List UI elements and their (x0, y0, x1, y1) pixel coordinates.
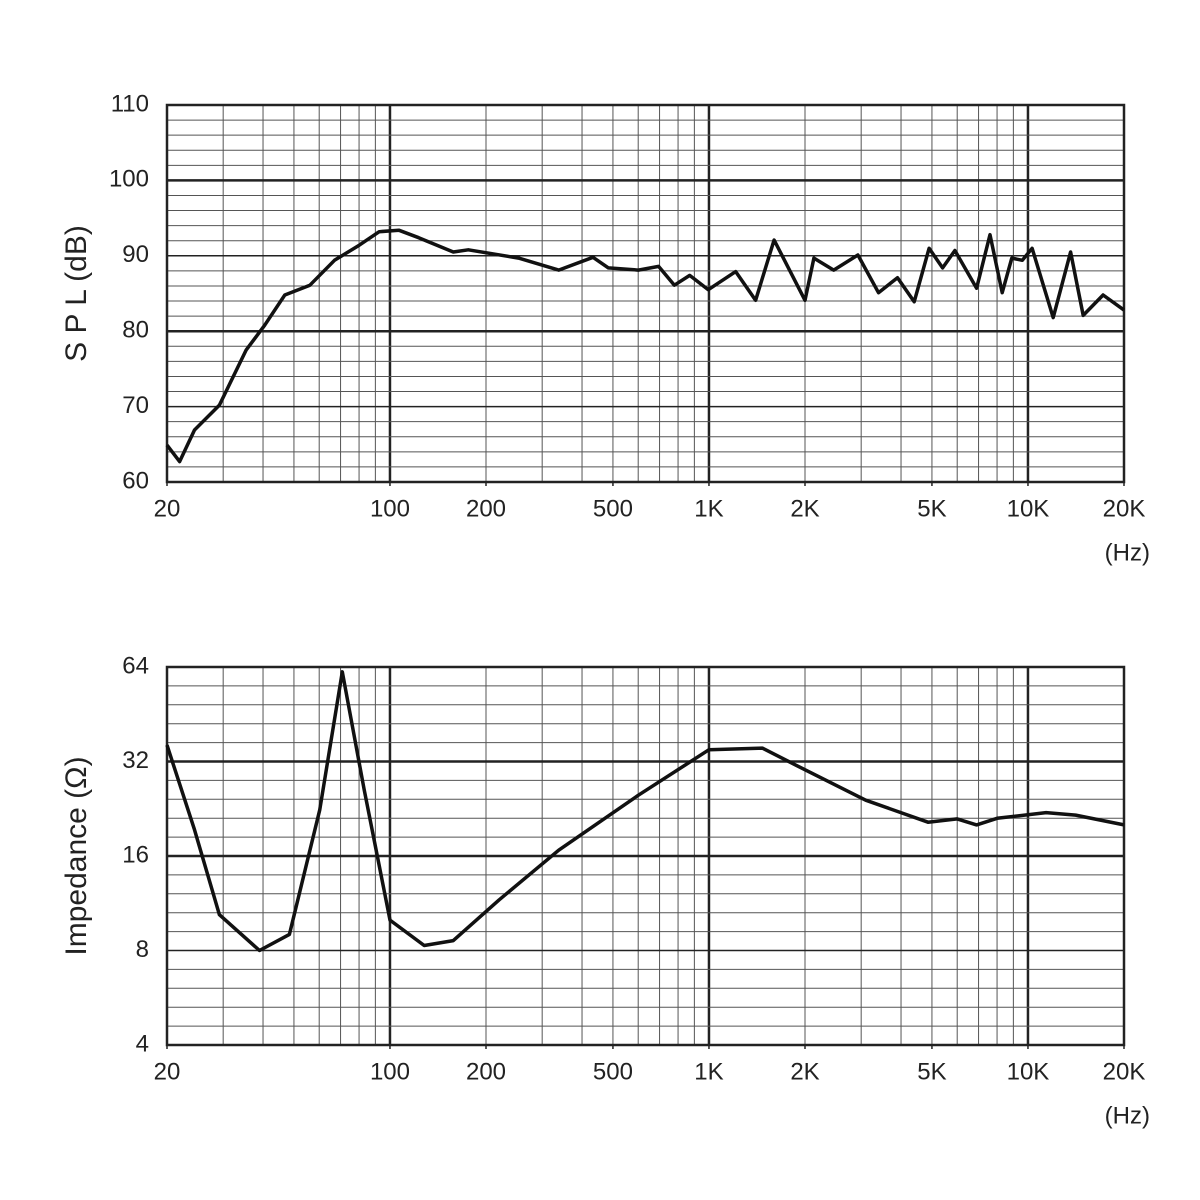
x-tick-label: 1K (694, 1058, 723, 1085)
y-tick-label: 110 (111, 90, 149, 117)
x-unit: (Hz) (1105, 1102, 1150, 1129)
y-tick-label: 60 (122, 467, 149, 494)
y-tick-label: 32 (122, 747, 149, 774)
y-tick-label: 80 (122, 317, 149, 344)
x-tick-label: 20K (1103, 1058, 1146, 1085)
x-tick-label: 1K (694, 495, 723, 522)
spl-curve (165, 228, 1126, 464)
x-tick-label: 100 (370, 495, 410, 522)
x-tick-label: 100 (370, 1058, 410, 1085)
x-tick-label: 200 (466, 495, 506, 522)
y-tick-label: 64 (122, 652, 149, 679)
x-tick-label: 200 (466, 1058, 506, 1085)
y-axis-title: Impedance (Ω) (60, 756, 93, 955)
x-tick-label: 2K (790, 1058, 819, 1085)
y-tick-label: 70 (122, 392, 149, 419)
x-tick-label: 500 (593, 1058, 633, 1085)
y-axis-title: S P L (dB) (60, 225, 93, 362)
y-tick-label: 16 (122, 841, 149, 868)
x-tick-label: 5K (917, 495, 946, 522)
x-unit: (Hz) (1105, 539, 1150, 566)
plot-frame (165, 665, 1126, 1047)
y-tick-label: 90 (122, 241, 149, 268)
y-tick-label: 8 (136, 936, 149, 963)
x-tick-label: 20 (154, 495, 181, 522)
y-tick-label: 4 (136, 1030, 149, 1057)
plot-frame (165, 103, 1126, 484)
x-tick-label: 10K (1007, 495, 1050, 522)
x-tick-label: 500 (593, 495, 633, 522)
x-tick-label: 5K (917, 1058, 946, 1085)
spl-curve (165, 670, 1125, 953)
y-tick-label: 100 (109, 166, 149, 193)
x-tick-label: 20 (154, 1058, 181, 1085)
x-tick-label: 20K (1103, 495, 1146, 522)
x-tick-label: 2K (790, 495, 819, 522)
x-tick-label: 10K (1007, 1058, 1050, 1085)
